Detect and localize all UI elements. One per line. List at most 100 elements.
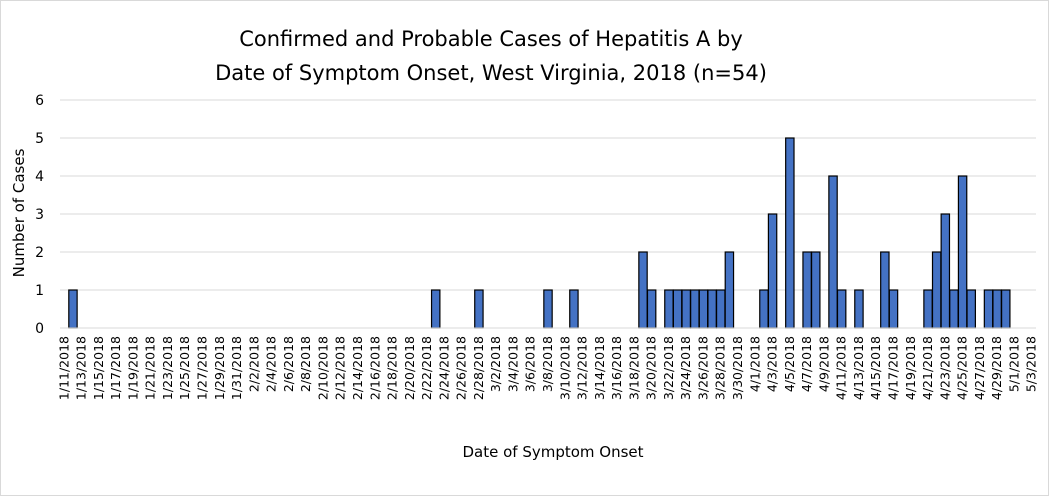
- x-tick-label: 3/24/2018: [678, 336, 693, 400]
- y-tick-label: 4: [35, 169, 44, 185]
- x-tick-label: 4/9/2018: [816, 336, 831, 392]
- x-tick-label: 4/17/2018: [885, 336, 900, 400]
- bar: [767, 213, 778, 329]
- x-tick-label: 2/28/2018: [471, 336, 486, 400]
- x-tick-label: 3/12/2018: [575, 336, 590, 400]
- x-tick-label: 1/27/2018: [195, 336, 210, 400]
- x-axis-ticks: 1/11/2018 1/13/2018 1/15/2018 1/17/2018 1/19…: [56, 336, 1038, 400]
- bar: [957, 175, 968, 329]
- chart-title-line-1: Confirmed and Probable Cases of Hepatiti…: [239, 27, 743, 51]
- bar: [672, 289, 683, 329]
- x-tick-label: 3/6/2018: [523, 336, 538, 392]
- bar: [810, 251, 821, 329]
- x-tick-label: 2/26/2018: [454, 336, 469, 400]
- bar: [724, 251, 735, 329]
- bar: [983, 289, 994, 329]
- bar: [880, 251, 890, 329]
- x-tick-label: 3/4/2018: [505, 336, 520, 392]
- x-tick-label: 3/8/2018: [540, 336, 555, 392]
- x-tick-label: 4/15/2018: [868, 336, 883, 400]
- bar: [638, 251, 648, 329]
- x-tick-label: 4/13/2018: [851, 336, 866, 400]
- x-tick-label: 2/4/2018: [264, 336, 279, 392]
- bar: [785, 137, 795, 329]
- x-tick-label: 1/13/2018: [74, 336, 89, 400]
- x-tick-label: 1/23/2018: [160, 336, 175, 400]
- x-tick-label: 4/27/2018: [972, 336, 987, 400]
- x-tick-label: 4/7/2018: [799, 336, 814, 392]
- x-tick-label: 3/26/2018: [695, 336, 710, 400]
- bar: [569, 289, 579, 329]
- bar: [759, 289, 769, 329]
- x-tick-label: 3/16/2018: [609, 336, 624, 400]
- x-tick-label: 4/3/2018: [765, 336, 780, 392]
- bar: [836, 289, 847, 329]
- bar: [923, 289, 933, 329]
- x-tick-label: 1/31/2018: [229, 336, 244, 400]
- bar: [707, 289, 717, 329]
- x-tick-label: 4/1/2018: [747, 336, 762, 392]
- y-tick-label: 2: [35, 245, 44, 261]
- x-tick-label: 1/15/2018: [91, 336, 106, 400]
- bar: [992, 289, 1002, 329]
- bar: [802, 251, 812, 329]
- x-tick-label: 3/18/2018: [626, 336, 641, 400]
- x-tick-label: 4/19/2018: [903, 336, 918, 400]
- x-tick-label: 2/10/2018: [315, 336, 330, 400]
- chart-title-line-2: Date of Symptom Onset, West Virginia, 20…: [215, 61, 767, 85]
- x-tick-label: 2/18/2018: [385, 336, 400, 400]
- bar: [828, 175, 838, 329]
- x-tick-label: 3/22/2018: [661, 336, 676, 400]
- x-tick-label: 4/23/2018: [937, 336, 952, 400]
- x-tick-label: 2/14/2018: [350, 336, 365, 400]
- bar: [646, 289, 657, 329]
- x-tick-label: 2/20/2018: [402, 336, 417, 400]
- bar: [888, 289, 899, 329]
- x-tick-label: 2/24/2018: [436, 336, 451, 400]
- x-tick-label: 1/17/2018: [108, 336, 123, 400]
- x-tick-label: 1/11/2018: [56, 336, 71, 400]
- x-tick-label: 4/21/2018: [920, 336, 935, 400]
- x-tick-label: 2/22/2018: [419, 336, 434, 400]
- x-tick-label: 4/5/2018: [782, 336, 797, 392]
- bars: [68, 137, 1011, 329]
- bar: [681, 289, 691, 329]
- bar: [715, 289, 726, 329]
- x-tick-label: 1/19/2018: [125, 336, 140, 400]
- bar: [543, 289, 553, 329]
- x-tick-label: 2/12/2018: [333, 336, 348, 400]
- y-tick-label: 3: [35, 207, 44, 223]
- y-tick-label: 6: [35, 93, 44, 109]
- y-tick-label: 1: [35, 283, 44, 299]
- bar: [966, 289, 976, 329]
- bar: [940, 213, 951, 329]
- x-tick-label: 5/3/2018: [1024, 336, 1039, 392]
- x-tick-label: 3/10/2018: [557, 336, 572, 400]
- y-tick-label: 5: [35, 131, 44, 147]
- y-axis-title: Number of Cases: [10, 148, 28, 277]
- x-tick-label: 3/2/2018: [488, 336, 503, 392]
- bar: [698, 289, 709, 329]
- x-tick-label: 1/21/2018: [143, 336, 158, 400]
- x-tick-label: 1/25/2018: [177, 336, 192, 400]
- x-tick-label: 3/20/2018: [644, 336, 659, 400]
- gridlines: [60, 99, 1036, 291]
- x-tick-label: 2/2/2018: [246, 336, 261, 392]
- bar: [690, 289, 700, 329]
- x-tick-label: 2/16/2018: [367, 336, 382, 400]
- x-tick-label: 4/11/2018: [834, 336, 849, 400]
- x-tick-label: 4/29/2018: [989, 336, 1004, 400]
- x-tick-label: 1/29/2018: [212, 336, 227, 400]
- bar: [68, 289, 78, 329]
- bar: [854, 289, 864, 329]
- bar: [931, 251, 942, 329]
- x-tick-label: 4/25/2018: [955, 336, 970, 400]
- bar: [474, 289, 484, 329]
- x-tick-label: 3/30/2018: [730, 336, 745, 400]
- y-tick-label: 0: [35, 321, 44, 337]
- y-axis-ticks: 0 1 2 3 4 5 6: [35, 93, 44, 337]
- bar: [430, 289, 441, 329]
- bar: [664, 289, 674, 329]
